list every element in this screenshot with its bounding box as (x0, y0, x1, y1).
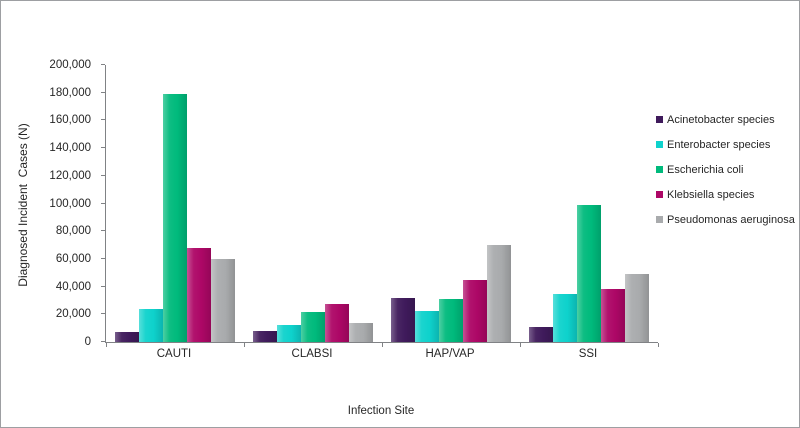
bar-klebsiella-species-clabsi (325, 303, 349, 342)
x-tick-mark (658, 343, 659, 347)
legend-swatch-icon (656, 191, 663, 198)
bar-enterobacter-species-cauti (139, 309, 163, 342)
y-tick-label: 60,000 (55, 252, 91, 265)
plot-area (101, 64, 659, 347)
y-tick-label: 160,000 (49, 114, 91, 127)
y-tick-mark (101, 91, 105, 93)
bar-klebsiella-species-hap-vap (463, 279, 487, 342)
x-category-label-cauti: CAUTI (156, 348, 192, 360)
y-tick-mark (101, 147, 105, 149)
y-tick-mark (101, 285, 105, 287)
legend-swatch-icon (656, 141, 663, 148)
bar-group-cauti (106, 65, 244, 342)
y-tick-label: 0 (84, 336, 91, 348)
legend-label: Klebsiella species (667, 188, 755, 201)
bar-group-clabsi (244, 65, 382, 342)
x-axis-category-labels: CAUTI CLABSI HAP/VAP SSI (105, 348, 657, 362)
x-category-label-hap-vap: HAP/VAP (425, 348, 475, 360)
legend-swatch-icon (656, 216, 663, 223)
y-tick-mark (101, 313, 105, 315)
y-axis-tick-labels: 0 20,000 40,000 60,000 80,000 100,000 120,000 1… (1, 59, 100, 348)
bar-acinetobacter-species-clabsi (253, 330, 277, 342)
y-tick-mark (101, 202, 105, 204)
bar-escherichia-coli-clabsi (301, 312, 325, 342)
legend-item-enterobacter-species: Enterobacter species (656, 138, 795, 151)
legend: Acinetobacter species Enterobacter specie… (656, 114, 795, 239)
y-tick-label: 180,000 (49, 86, 91, 99)
bar-pseudomonas-aeruginosa-cauti (211, 258, 235, 342)
y-tick-label: 100,000 (49, 197, 91, 210)
x-tick-mark (382, 343, 383, 347)
y-tick-mark (101, 119, 105, 121)
y-tick-mark (101, 174, 105, 176)
bar-pseudomonas-aeruginosa-ssi (625, 274, 649, 342)
bar-enterobacter-species-ssi (553, 293, 577, 342)
legend-swatch-icon (656, 116, 663, 123)
legend-label: Acinetobacter species (667, 113, 775, 126)
y-tick-mark (101, 64, 105, 65)
bar-escherichia-coli-cauti (163, 94, 187, 342)
x-axis-title: Infection Site (347, 405, 415, 417)
bar-acinetobacter-species-ssi (529, 326, 553, 342)
bar-pseudomonas-aeruginosa-clabsi (349, 322, 373, 342)
legend-item-acinetobacter-species: Acinetobacter species (656, 113, 795, 126)
bar-acinetobacter-species-cauti (115, 332, 139, 342)
bar-group-hap-vap (382, 65, 520, 342)
y-tick-mark (101, 230, 105, 232)
legend-item-pseudomonas-aeruginosa: Pseudomonas aeruginosa (656, 213, 795, 226)
y-tick-label: 80,000 (55, 225, 91, 238)
bar-escherichia-coli-ssi (577, 204, 601, 342)
bar-acinetobacter-species-hap-vap (391, 297, 415, 342)
y-tick-label: 140,000 (49, 142, 91, 155)
bar-group-ssi (520, 65, 658, 342)
legend-item-escherichia-coli: Escherichia coli (656, 163, 795, 176)
legend-label: Pseudomonas aeruginosa (667, 213, 795, 226)
y-tick-label: 20,000 (55, 308, 91, 321)
y-tick-label: 40,000 (55, 280, 91, 293)
y-tick-mark (101, 341, 105, 342)
x-tick-mark (244, 343, 245, 347)
legend-swatch-icon (656, 166, 663, 173)
bar-enterobacter-species-clabsi (277, 324, 301, 342)
bar-enterobacter-species-hap-vap (415, 310, 439, 342)
bar-pseudomonas-aeruginosa-hap-vap (487, 245, 511, 342)
x-category-label-ssi: SSI (578, 348, 598, 360)
bar-klebsiella-species-ssi (601, 289, 625, 342)
y-tick-label: 120,000 (49, 169, 91, 182)
legend-label: Enterobacter species (667, 138, 771, 151)
x-tick-mark (106, 343, 107, 347)
y-tick-label: 200,000 (49, 59, 91, 71)
y-tick-mark (101, 257, 105, 259)
legend-label: Escherichia coli (667, 163, 744, 176)
legend-item-klebsiella-species: Klebsiella species (656, 188, 795, 201)
x-tick-mark (520, 343, 521, 347)
bar-klebsiella-species-cauti (187, 247, 211, 342)
bar-escherichia-coli-hap-vap (439, 299, 463, 342)
x-category-label-clabsi: CLABSI (291, 348, 333, 360)
